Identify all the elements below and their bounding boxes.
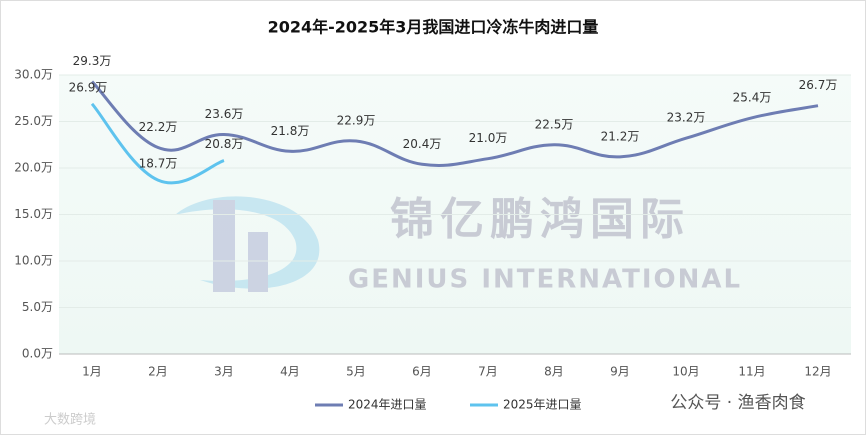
data-label: 26.7万 (799, 78, 838, 92)
watermark-logo (175, 196, 320, 292)
data-label: 22.5万 (535, 117, 574, 131)
x-tick-label: 5月 (346, 365, 366, 379)
data-label: 20.8万 (205, 137, 244, 151)
data-label: 29.3万 (73, 54, 112, 68)
data-label: 21.2万 (601, 129, 640, 143)
y-tick-label: 25.0万 (14, 114, 53, 128)
x-tick-label: 1月 (82, 365, 102, 379)
data-label: 25.4万 (733, 90, 772, 104)
x-tick-label: 2月 (148, 365, 168, 379)
line (90, 80, 819, 167)
data-label: 23.2万 (667, 111, 706, 125)
x-tick-label: 11月 (738, 365, 765, 379)
data-label: 18.7万 (139, 157, 178, 171)
watermark-text: 大数跨境 (44, 413, 96, 428)
data-label: 20.4万 (403, 137, 442, 151)
x-tick-label: 12月 (804, 365, 831, 379)
legend-label: 2025年进口量 (503, 398, 582, 412)
data-label: 22.9万 (337, 114, 376, 128)
legend-label: 2024年进口量 (348, 398, 427, 412)
line (90, 102, 225, 185)
y-tick-label: 20.0万 (14, 161, 53, 175)
watermark-text: GENIUS INTERNATIONAL (348, 265, 742, 295)
x-tick-label: 10月 (672, 365, 699, 379)
y-tick-label: 15.0万 (14, 207, 53, 221)
chart-title: 2024年-2025年3月我国进口冷冻牛肉进口量 (268, 18, 599, 37)
data-label: 22.2万 (139, 120, 178, 134)
watermark-text: 公众号 · 渔香肉食 (670, 393, 805, 413)
y-tick-label: 10.0万 (14, 254, 53, 268)
x-tick-label: 6月 (412, 365, 432, 379)
y-tick-label: 0.0万 (22, 347, 53, 361)
y-tick-label: 30.0万 (14, 68, 53, 82)
data-label: 21.0万 (469, 131, 508, 145)
x-tick-label: 4月 (280, 365, 300, 379)
x-tick-label: 3月 (214, 365, 234, 379)
x-tick-label: 7月 (478, 365, 498, 379)
data-label: 23.6万 (205, 107, 244, 121)
x-tick-label: 9月 (610, 365, 630, 379)
x-tick-label: 8月 (544, 365, 564, 379)
data-label: 26.9万 (69, 80, 108, 94)
y-tick-label: 5.0万 (22, 300, 53, 314)
watermark-text: 锦亿鹏鸿国际 (390, 194, 690, 245)
data-label: 21.8万 (271, 124, 310, 138)
